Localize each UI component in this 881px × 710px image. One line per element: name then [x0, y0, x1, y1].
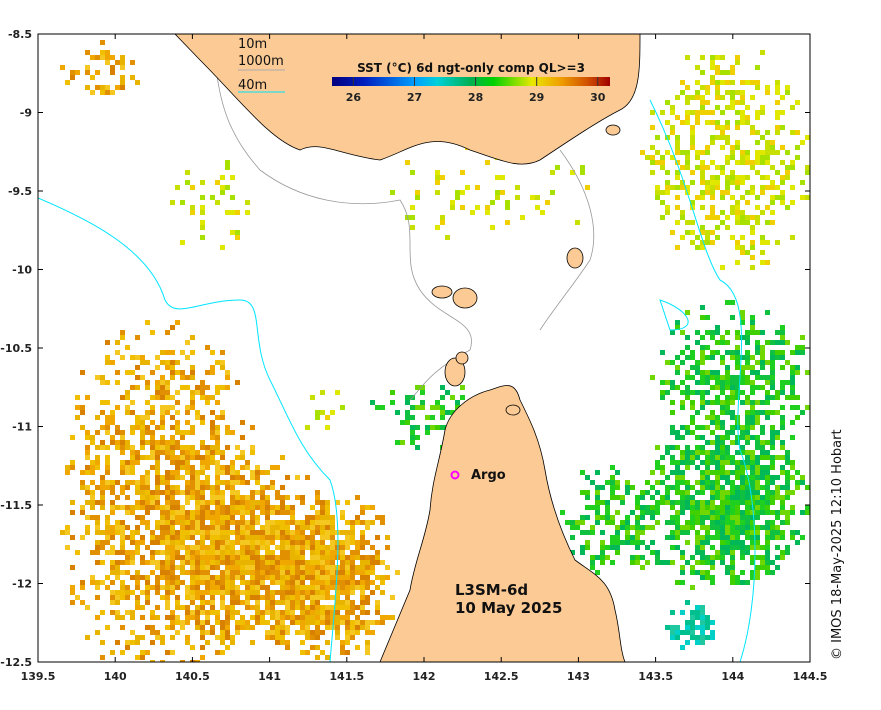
colorbar-tick-label: 30: [590, 91, 606, 104]
colorbar-tick-label: 27: [407, 91, 422, 104]
y-tick-label: -9.5: [8, 185, 32, 198]
argo-marker[interactable]: Argo: [450, 468, 506, 483]
islands: [431, 124, 621, 416]
date-label: 10 May 2025: [455, 599, 562, 617]
y-tick-label: -12.5: [0, 656, 32, 669]
sst-pixels: [60, 40, 810, 662]
x-tick-label: 140.5: [175, 670, 210, 683]
argo-label: Argo: [471, 468, 506, 483]
depth-label-1000m: 1000m: [238, 54, 284, 69]
y-tick-label: -10.5: [0, 342, 32, 355]
y-tick-label: -12: [12, 578, 32, 591]
x-tick-label: 142: [413, 670, 436, 683]
x-tick-label: 141: [258, 670, 281, 683]
credit-label: © IMOS 18-May-2025 12:10 Hobart: [830, 429, 845, 660]
y-tick-label: -10: [12, 264, 32, 277]
x-tick-label: 142.5: [484, 670, 519, 683]
colorbar: SST (°C) 6d ngt-only comp QL>=3 26 27 28 29…: [332, 61, 610, 104]
depth-legend: 10m 1000m 40m: [238, 37, 285, 93]
x-tick-label: 144.5: [793, 670, 828, 683]
land-cape-york: [379, 385, 626, 662]
isobath-1000m: [209, 34, 595, 401]
depth-label-40m: 40m: [238, 78, 267, 93]
x-tick-label: 140: [104, 670, 127, 683]
x-tick-label: 139.5: [21, 670, 56, 683]
axes: 139.5 140 140.5 141 141.5 142 142.5 143 143.5 144…: [0, 28, 827, 683]
y-tick-label: -8.5: [8, 28, 32, 41]
colorbar-gradient: [332, 77, 610, 86]
colorbar-tick-label: 29: [529, 91, 544, 104]
y-tick-label: -11.5: [0, 499, 32, 512]
product-label: L3SM-6d: [455, 581, 528, 599]
colorbar-title: SST (°C) 6d ngt-only comp QL>=3: [357, 61, 585, 75]
colorbar-tick-label: 28: [468, 91, 483, 104]
x-tick-label: 143.5: [638, 670, 673, 683]
land-new-guinea: [174, 34, 641, 165]
y-tick-label: -11: [12, 421, 32, 434]
depth-label-10m: 10m: [238, 37, 267, 52]
x-tick-label: 141.5: [329, 670, 364, 683]
colorbar-tick-label: 26: [346, 91, 362, 104]
x-tick-label: 143: [567, 670, 590, 683]
argo-icon: [450, 470, 460, 480]
x-tick-label: 144: [721, 670, 744, 683]
y-tick-label: -9: [20, 107, 32, 120]
isobath-40m: [38, 99, 756, 662]
